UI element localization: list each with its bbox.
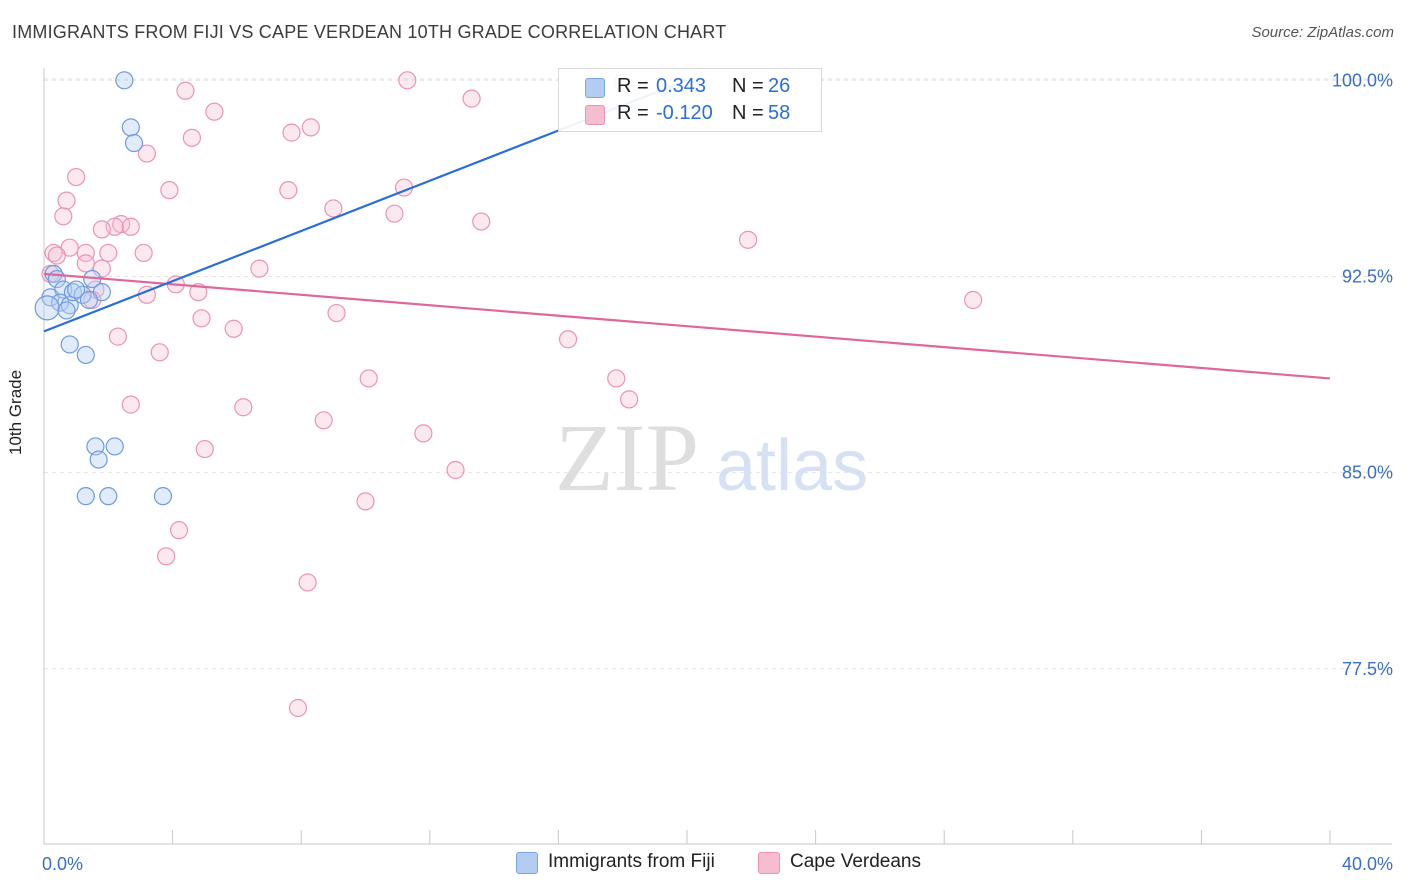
cape-verdean-point [356,492,375,511]
watermark-zip: ZIP [555,404,699,511]
cape-verdean-point [301,118,320,137]
cape-verdean-point [108,327,128,346]
y-tick-label: 85.0% [1342,463,1393,483]
fiji-point [89,450,108,469]
cape-verdean-point [150,343,169,362]
cape-verdean-point [189,283,208,302]
axes [43,68,1392,845]
cape-verdean-point [57,191,76,210]
cape-verdean-point [76,243,95,263]
watermark-atlas: atlas [716,426,868,506]
cape-verdean-point [314,411,333,430]
legend-swatch-cape [585,105,605,125]
tick-labels: 77.5% 85.0% 92.5% 100.0% 0.0% 40.0% [42,70,1393,874]
cape-verdean-point [169,521,189,540]
cape-verdean-point [250,259,269,278]
cape-verdean-point [176,81,195,100]
cape-verdean-point [67,167,86,187]
y-tick-label: 77.5% [1342,659,1393,679]
cape-verdean-point [92,220,111,239]
cape-verdean-point [446,460,465,480]
grid-lines [44,78,1392,670]
cape-verdean-point [964,290,983,310]
fiji-point [99,487,118,506]
watermark: ZIP atlas [555,404,868,511]
fiji-point [34,295,60,321]
y-axis-label: 10th Grade [6,369,25,455]
legend-r-label: R = [617,102,649,124]
legend-row-fiji: R = 0.343 N = 26 [559,74,821,100]
cape-verdean-point [44,243,63,263]
fiji-point [115,71,134,90]
cape-verdean-point [324,199,343,218]
legend-r-label: R = [617,75,649,97]
legend-r-value-fiji: 0.343 [656,75,707,97]
cape-verdean-point [47,246,66,265]
cape-verdean-point [385,204,404,223]
cape-verdean-point [288,698,308,718]
legend-row-cape: R = -0.120 N = 58 [559,101,821,127]
cape-verdean-point [414,424,433,443]
cape-verdean-point [121,395,140,414]
cape-verdean-points [41,71,983,718]
cape-verdean-point [54,207,73,226]
bottom-legend-label-cape: Cape Verdeans [790,851,921,872]
cape-verdean-point [472,212,491,231]
chart-title: IMMIGRANTS FROM FIJI VS CAPE VERDEAN 10T… [12,22,727,42]
fiji-point [57,301,76,320]
y-tick-label: 100.0% [1332,70,1393,90]
legend-n-value-fiji: 26 [768,75,791,97]
cape-verdean-point [224,319,243,338]
cape-verdean-point [157,547,176,566]
fiji-point [124,133,144,153]
legend-n-label: N = [732,102,764,124]
bottom-legend-label-fiji: Immigrants from Fiji [548,851,715,872]
cape-verdean-point [327,303,346,323]
cape-verdean-point [99,243,118,263]
cape-verdean-point [160,181,179,200]
cape-verdean-point [620,390,639,409]
legend-n-value-cape: 58 [768,102,791,124]
source-label: Source: ZipAtlas.com [1251,24,1394,41]
cape-verdean-point [398,71,417,90]
cape-verdean-point [76,254,95,273]
cape-verdean-point [462,89,481,108]
legend-swatch-fiji [585,78,605,98]
cape-verdean-point [195,439,214,459]
cape-verdean-point [738,230,758,249]
cape-verdean-trend-line [43,272,1331,380]
x-tick-label-min: 0.0% [42,854,83,874]
legend-r-value-cape: -0.120 [656,102,713,124]
cape-verdean-point [205,102,224,121]
fiji-point [76,345,95,365]
fiji-point [76,487,95,506]
fiji-point [153,487,173,506]
fiji-point [105,437,124,456]
cape-verdean-point [234,398,253,417]
fiji-point [79,290,99,310]
cape-verdean-point [279,181,298,200]
cape-verdean-point [607,369,626,388]
fiji-point [121,118,140,137]
fiji-point [67,280,86,299]
cape-verdean-point [121,217,140,236]
cape-verdean-point [558,330,578,349]
cape-verdean-point [137,144,156,163]
fiji-point [60,335,79,354]
bottom-legend-swatch-fiji [516,852,538,874]
cape-verdean-point [192,309,211,328]
x-tick-label-max: 40.0% [1342,854,1393,874]
y-tick-label: 92.5% [1342,266,1393,286]
cape-verdean-point [359,369,378,388]
cape-verdean-point [182,128,201,147]
cape-verdean-point [298,573,317,592]
cape-verdean-point [134,243,153,263]
cape-verdean-point [282,123,301,142]
bottom-legend-swatch-cape [758,852,780,874]
legend-n-label: N = [732,75,764,97]
correlation-legend: R = 0.343 N = 26 R = -0.120 N = 58 [558,68,822,132]
